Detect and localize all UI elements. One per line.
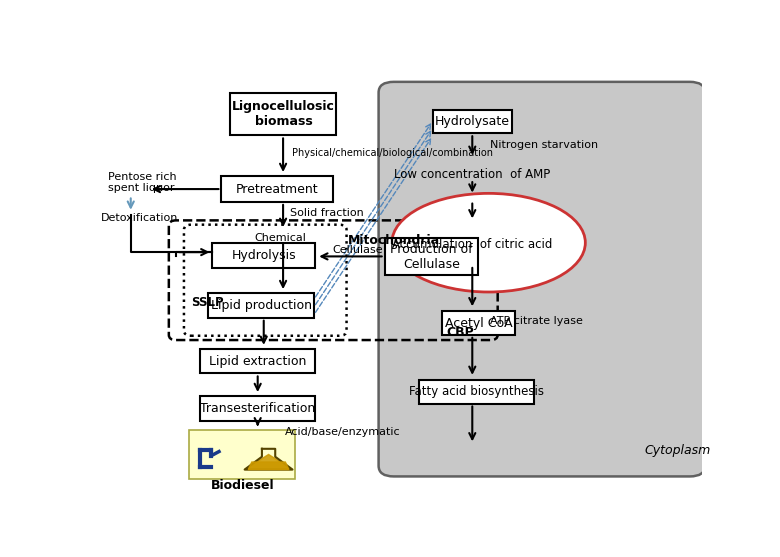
FancyBboxPatch shape <box>212 243 315 268</box>
Text: CBP: CBP <box>446 326 474 339</box>
FancyBboxPatch shape <box>385 238 478 275</box>
FancyBboxPatch shape <box>208 293 314 317</box>
Text: Lipid extraction: Lipid extraction <box>209 355 307 368</box>
Text: Biodiesel: Biodiesel <box>211 480 275 492</box>
FancyBboxPatch shape <box>190 430 295 480</box>
Text: Lignocellulosic
biomass: Lignocellulosic biomass <box>232 100 335 128</box>
Text: Cytoplasm: Cytoplasm <box>645 444 711 457</box>
Text: Cellulase: Cellulase <box>332 245 383 255</box>
Text: Accumulation  of citric acid: Accumulation of citric acid <box>392 238 552 251</box>
Text: ATP citrate lyase: ATP citrate lyase <box>491 316 583 326</box>
FancyBboxPatch shape <box>200 396 315 421</box>
Text: SSLP: SSLP <box>191 296 224 309</box>
Text: Solid fraction: Solid fraction <box>289 208 363 218</box>
Text: Chemical: Chemical <box>254 233 307 243</box>
Text: Mitochondria: Mitochondria <box>348 234 440 247</box>
Text: Detoxification: Detoxification <box>101 213 178 223</box>
Ellipse shape <box>392 193 585 292</box>
FancyBboxPatch shape <box>378 82 705 476</box>
Polygon shape <box>245 455 292 470</box>
Text: Production of
Cellulase: Production of Cellulase <box>390 243 473 271</box>
Text: Fatty acid biosynthesis: Fatty acid biosynthesis <box>409 385 544 398</box>
FancyBboxPatch shape <box>231 92 336 135</box>
Text: Lipid production: Lipid production <box>211 299 311 312</box>
Text: Low concentration  of AMP: Low concentration of AMP <box>394 168 551 180</box>
Text: Hydrolysate: Hydrolysate <box>434 115 510 128</box>
FancyBboxPatch shape <box>419 380 534 403</box>
Text: Physical/chemical/biological/combination: Physical/chemical/biological/combination <box>292 148 493 158</box>
FancyBboxPatch shape <box>442 311 515 335</box>
Text: Acid/base/enzymatic: Acid/base/enzymatic <box>285 427 400 437</box>
Text: Transesterification: Transesterification <box>200 402 315 415</box>
Polygon shape <box>248 462 289 470</box>
Text: Nitrogen starvation: Nitrogen starvation <box>491 140 598 150</box>
FancyBboxPatch shape <box>433 110 512 133</box>
Text: Acetyl CoA: Acetyl CoA <box>445 316 512 330</box>
Text: Hydrolysis: Hydrolysis <box>232 249 296 262</box>
FancyBboxPatch shape <box>222 176 333 202</box>
Text: Pentose rich
spent liquor: Pentose rich spent liquor <box>108 172 177 193</box>
Text: Pretreatment: Pretreatment <box>236 183 319 196</box>
FancyBboxPatch shape <box>200 349 315 374</box>
